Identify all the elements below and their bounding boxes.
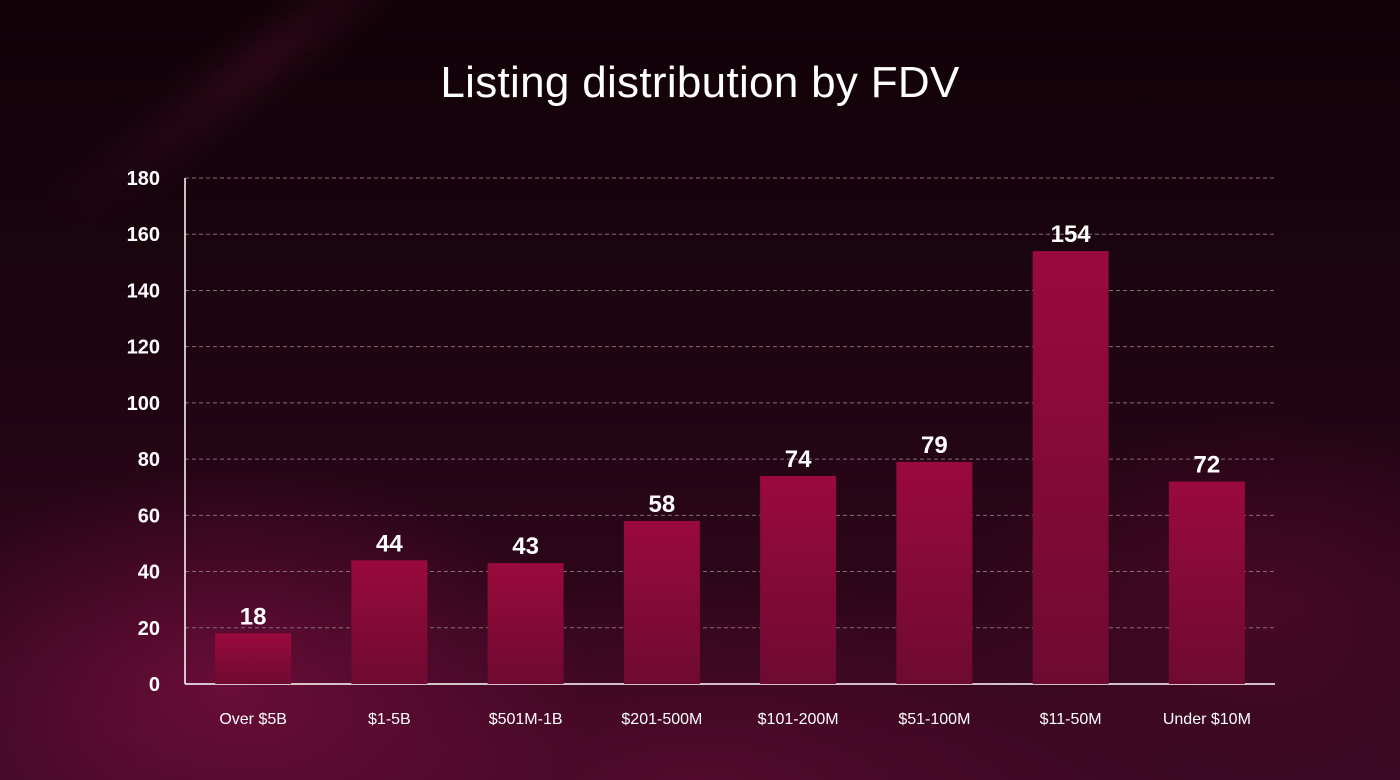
x-tick-label: $1-5B — [368, 711, 411, 728]
x-tick-label: $11-50M — [1040, 711, 1102, 728]
y-tick-label: 100 — [127, 393, 160, 415]
bar — [896, 461, 973, 684]
bar — [760, 475, 837, 684]
x-tick-label: Under $10M — [1163, 711, 1251, 728]
gridlines — [185, 177, 1275, 629]
bars — [215, 251, 1245, 685]
y-tick-label: 160 — [127, 224, 160, 246]
axes: 0 20 40 60 80 100 120 140 160 180 Over $5B $1-5B $50… — [127, 168, 1275, 728]
x-tick-label: $101-200M — [758, 711, 839, 728]
y-tick-label: 80 — [138, 449, 160, 471]
bar — [351, 560, 428, 684]
y-tick-label: 0 — [149, 674, 160, 696]
data-label: 154 — [1051, 221, 1092, 248]
data-label: 43 — [512, 533, 539, 560]
bar — [1032, 251, 1109, 685]
y-tick-label: 140 — [127, 280, 160, 302]
bar — [1168, 481, 1245, 684]
data-label: 79 — [921, 432, 948, 459]
data-labels: 18 44 43 58 74 79 154 72 — [240, 221, 1220, 630]
bar — [623, 520, 700, 684]
y-tick-label: 40 — [138, 562, 160, 584]
data-label: 18 — [240, 603, 267, 630]
y-tick-label: 60 — [138, 505, 160, 527]
chart-title: Listing distribution by FDV — [440, 58, 960, 107]
x-tick-label: $51-100M — [898, 711, 970, 728]
x-tick-label: $201-500M — [621, 711, 702, 728]
y-tick-label: 120 — [127, 337, 160, 359]
data-label: 44 — [376, 530, 403, 557]
y-tick-label: 20 — [138, 618, 160, 640]
data-label: 72 — [1194, 452, 1221, 479]
data-label: 58 — [649, 491, 676, 518]
data-label: 74 — [785, 446, 812, 473]
bar — [487, 563, 564, 684]
x-tick-label: Over $5B — [219, 711, 287, 728]
y-tick-label: 180 — [127, 168, 160, 190]
x-tick-label: $501M-1B — [489, 711, 563, 728]
bar — [215, 633, 292, 684]
